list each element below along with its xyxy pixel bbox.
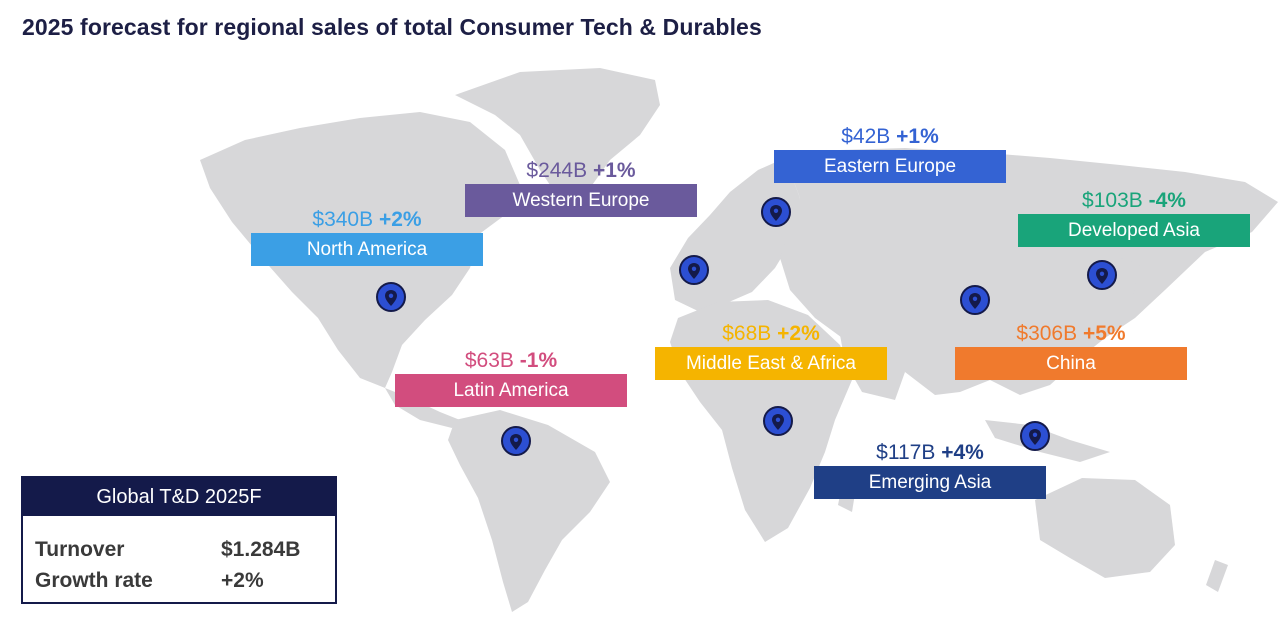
- summary-row-growth-rate: Growth rate +2%: [35, 569, 264, 593]
- map-pin-icon[interactable]: [679, 255, 709, 285]
- region-growth: +1%: [592, 159, 636, 182]
- region-value-line: $244B +1%: [465, 158, 697, 184]
- region-label: Middle East & Africa: [655, 347, 887, 380]
- summary-label: Turnover: [35, 538, 125, 561]
- map-pin-icon[interactable]: [1087, 260, 1117, 290]
- region-value-line: $42B +1%: [774, 124, 1006, 150]
- region-value-line: $103B -4%: [1018, 188, 1250, 214]
- region-value: $63B: [464, 349, 514, 372]
- region-label: Developed Asia: [1018, 214, 1250, 247]
- map-pin-icon[interactable]: [1020, 421, 1050, 451]
- region-value: $68B: [722, 322, 772, 345]
- region-label: North America: [251, 233, 483, 266]
- global-summary-box: Global T&D 2025F Turnover $1.284B Growth …: [21, 476, 337, 604]
- greenland-landmass: [455, 68, 660, 200]
- region-label: Emerging Asia: [814, 466, 1046, 499]
- map-pin-icon[interactable]: [501, 426, 531, 456]
- region-label: Latin America: [395, 374, 627, 407]
- south-america-landmass: [448, 410, 610, 612]
- region-china: $306B +5% China: [955, 321, 1187, 380]
- region-value-line: $340B +2%: [251, 207, 483, 233]
- region-label: Western Europe: [465, 184, 697, 217]
- summary-title: Global T&D 2025F: [23, 478, 335, 516]
- region-value: $306B: [1016, 322, 1078, 345]
- region-value: $244B: [526, 159, 588, 182]
- asia-landmass: [780, 148, 1278, 395]
- region-value: $117B: [876, 441, 936, 464]
- region-value-line: $63B -1%: [395, 348, 627, 374]
- region-growth: +2%: [777, 322, 820, 345]
- region-growth: +1%: [896, 125, 939, 148]
- region-value-line: $117B +4%: [814, 440, 1046, 466]
- region-north-america: $340B +2% North America: [251, 207, 483, 266]
- summary-value: $1.284B: [221, 538, 301, 561]
- region-value: $42B: [841, 125, 891, 148]
- region-value-line: $306B +5%: [955, 321, 1187, 347]
- region-growth: -4%: [1148, 189, 1186, 212]
- map-pin-icon[interactable]: [763, 406, 793, 436]
- australia-landmass: [1035, 478, 1175, 578]
- japan-landmass: [1102, 258, 1140, 318]
- summary-value: +2%: [221, 569, 264, 592]
- region-middle-east-africa: $68B +2% Middle East & Africa: [655, 321, 887, 380]
- region-label: Eastern Europe: [774, 150, 1006, 183]
- region-value: $103B: [1082, 189, 1143, 212]
- map-pin-icon[interactable]: [761, 197, 791, 227]
- map-pin-icon[interactable]: [960, 285, 990, 315]
- region-label: China: [955, 347, 1187, 380]
- region-growth: +4%: [941, 441, 984, 464]
- region-emerging-asia: $117B +4% Emerging Asia: [814, 440, 1046, 499]
- region-eastern-europe: $42B +1% Eastern Europe: [774, 124, 1006, 183]
- map-pin-icon[interactable]: [376, 282, 406, 312]
- region-growth: -1%: [519, 349, 558, 372]
- region-latin-america: $63B -1% Latin America: [395, 348, 627, 407]
- region-developed-asia: $103B -4% Developed Asia: [1018, 188, 1250, 247]
- page-title: 2025 forecast for regional sales of tota…: [22, 14, 762, 40]
- summary-label: Growth rate: [35, 569, 153, 592]
- summary-row-turnover: Turnover $1.284B: [35, 538, 300, 562]
- new-zealand-landmass: [1206, 560, 1228, 592]
- region-value: $340B: [312, 208, 374, 231]
- region-value-line: $68B +2%: [655, 321, 887, 347]
- region-growth: +2%: [378, 208, 422, 231]
- region-western-europe: $244B +1% Western Europe: [465, 158, 697, 217]
- region-growth: +5%: [1082, 322, 1126, 345]
